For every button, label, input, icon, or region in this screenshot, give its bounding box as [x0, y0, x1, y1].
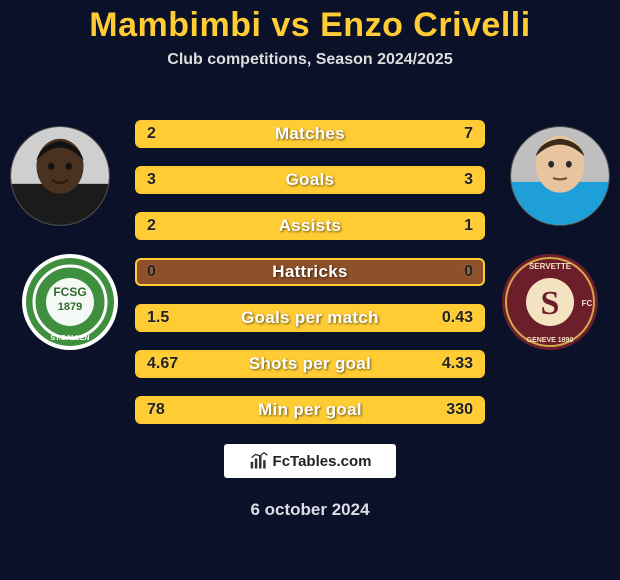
bar-fill-left: [137, 306, 407, 330]
metric-value-right: 0: [464, 260, 473, 284]
bar-fill-right: [369, 214, 483, 238]
metric-bar: Min per goal78330: [135, 396, 485, 424]
comparison-card: Mambimbi vs Enzo Crivelli Club competiti…: [0, 0, 620, 580]
bar-fill-left: [137, 122, 213, 146]
svg-text:FCSG: FCSG: [53, 285, 86, 299]
bar-fill-left: [137, 398, 417, 422]
metric-bar: Goals33: [135, 166, 485, 194]
metric-bar: Hattricks0 0: [135, 258, 485, 286]
bar-fill-right: [303, 352, 483, 376]
bar-fill-right: [417, 398, 483, 422]
bar-fill-right: [213, 122, 483, 146]
chart-icon: [249, 451, 269, 471]
avatar-left-image: [11, 126, 109, 226]
club-right-crest-svg: S SERVETTE GENEVE 1890 FC: [500, 252, 600, 352]
svg-text:ST.GALLEN: ST.GALLEN: [51, 335, 90, 342]
svg-text:GENEVE 1890: GENEVE 1890: [527, 337, 574, 344]
metric-bar: Assists21: [135, 212, 485, 240]
watermark-text: FcTables.com: [273, 453, 372, 470]
bar-fill-right: [407, 306, 483, 330]
svg-text:S: S: [541, 285, 560, 322]
metric-value-left: 0: [147, 260, 156, 284]
club-right-crest: S SERVETTE GENEVE 1890 FC: [500, 252, 600, 352]
svg-text:SERVETTE: SERVETTE: [529, 262, 572, 271]
bar-fill-right: [310, 168, 483, 192]
metric-bar: Goals per match1.50.43: [135, 304, 485, 332]
club-left-crest-svg: FCSG 1879 ST.GALLEN: [20, 252, 120, 352]
player-right-avatar: [510, 126, 610, 226]
watermark: FcTables.com: [224, 444, 396, 478]
page-title: Mambimbi vs Enzo Crivelli: [0, 6, 620, 45]
metric-bar: Matches27: [135, 120, 485, 148]
comparison-area: FCSG 1879 ST.GALLEN S SERVETTE GENEVE 18…: [0, 108, 620, 438]
subtitle: Club competitions, Season 2024/2025: [0, 51, 620, 69]
bar-fill-left: [137, 352, 303, 376]
metric-label: Hattricks: [137, 260, 483, 284]
player-left-avatar: [10, 126, 110, 226]
svg-text:1879: 1879: [58, 301, 82, 313]
bar-fill-left: [137, 168, 310, 192]
svg-text:FC: FC: [582, 299, 593, 308]
club-left-crest: FCSG 1879 ST.GALLEN: [20, 252, 120, 352]
date-text: 6 october 2024: [0, 500, 620, 520]
metric-bars: Matches27 Goals33 Assists21 Hattricks0 0 Goal…: [135, 120, 485, 424]
bar-fill-left: [137, 214, 369, 238]
avatar-right-image: [511, 126, 609, 226]
metric-bar: Shots per goal4.674.33: [135, 350, 485, 378]
